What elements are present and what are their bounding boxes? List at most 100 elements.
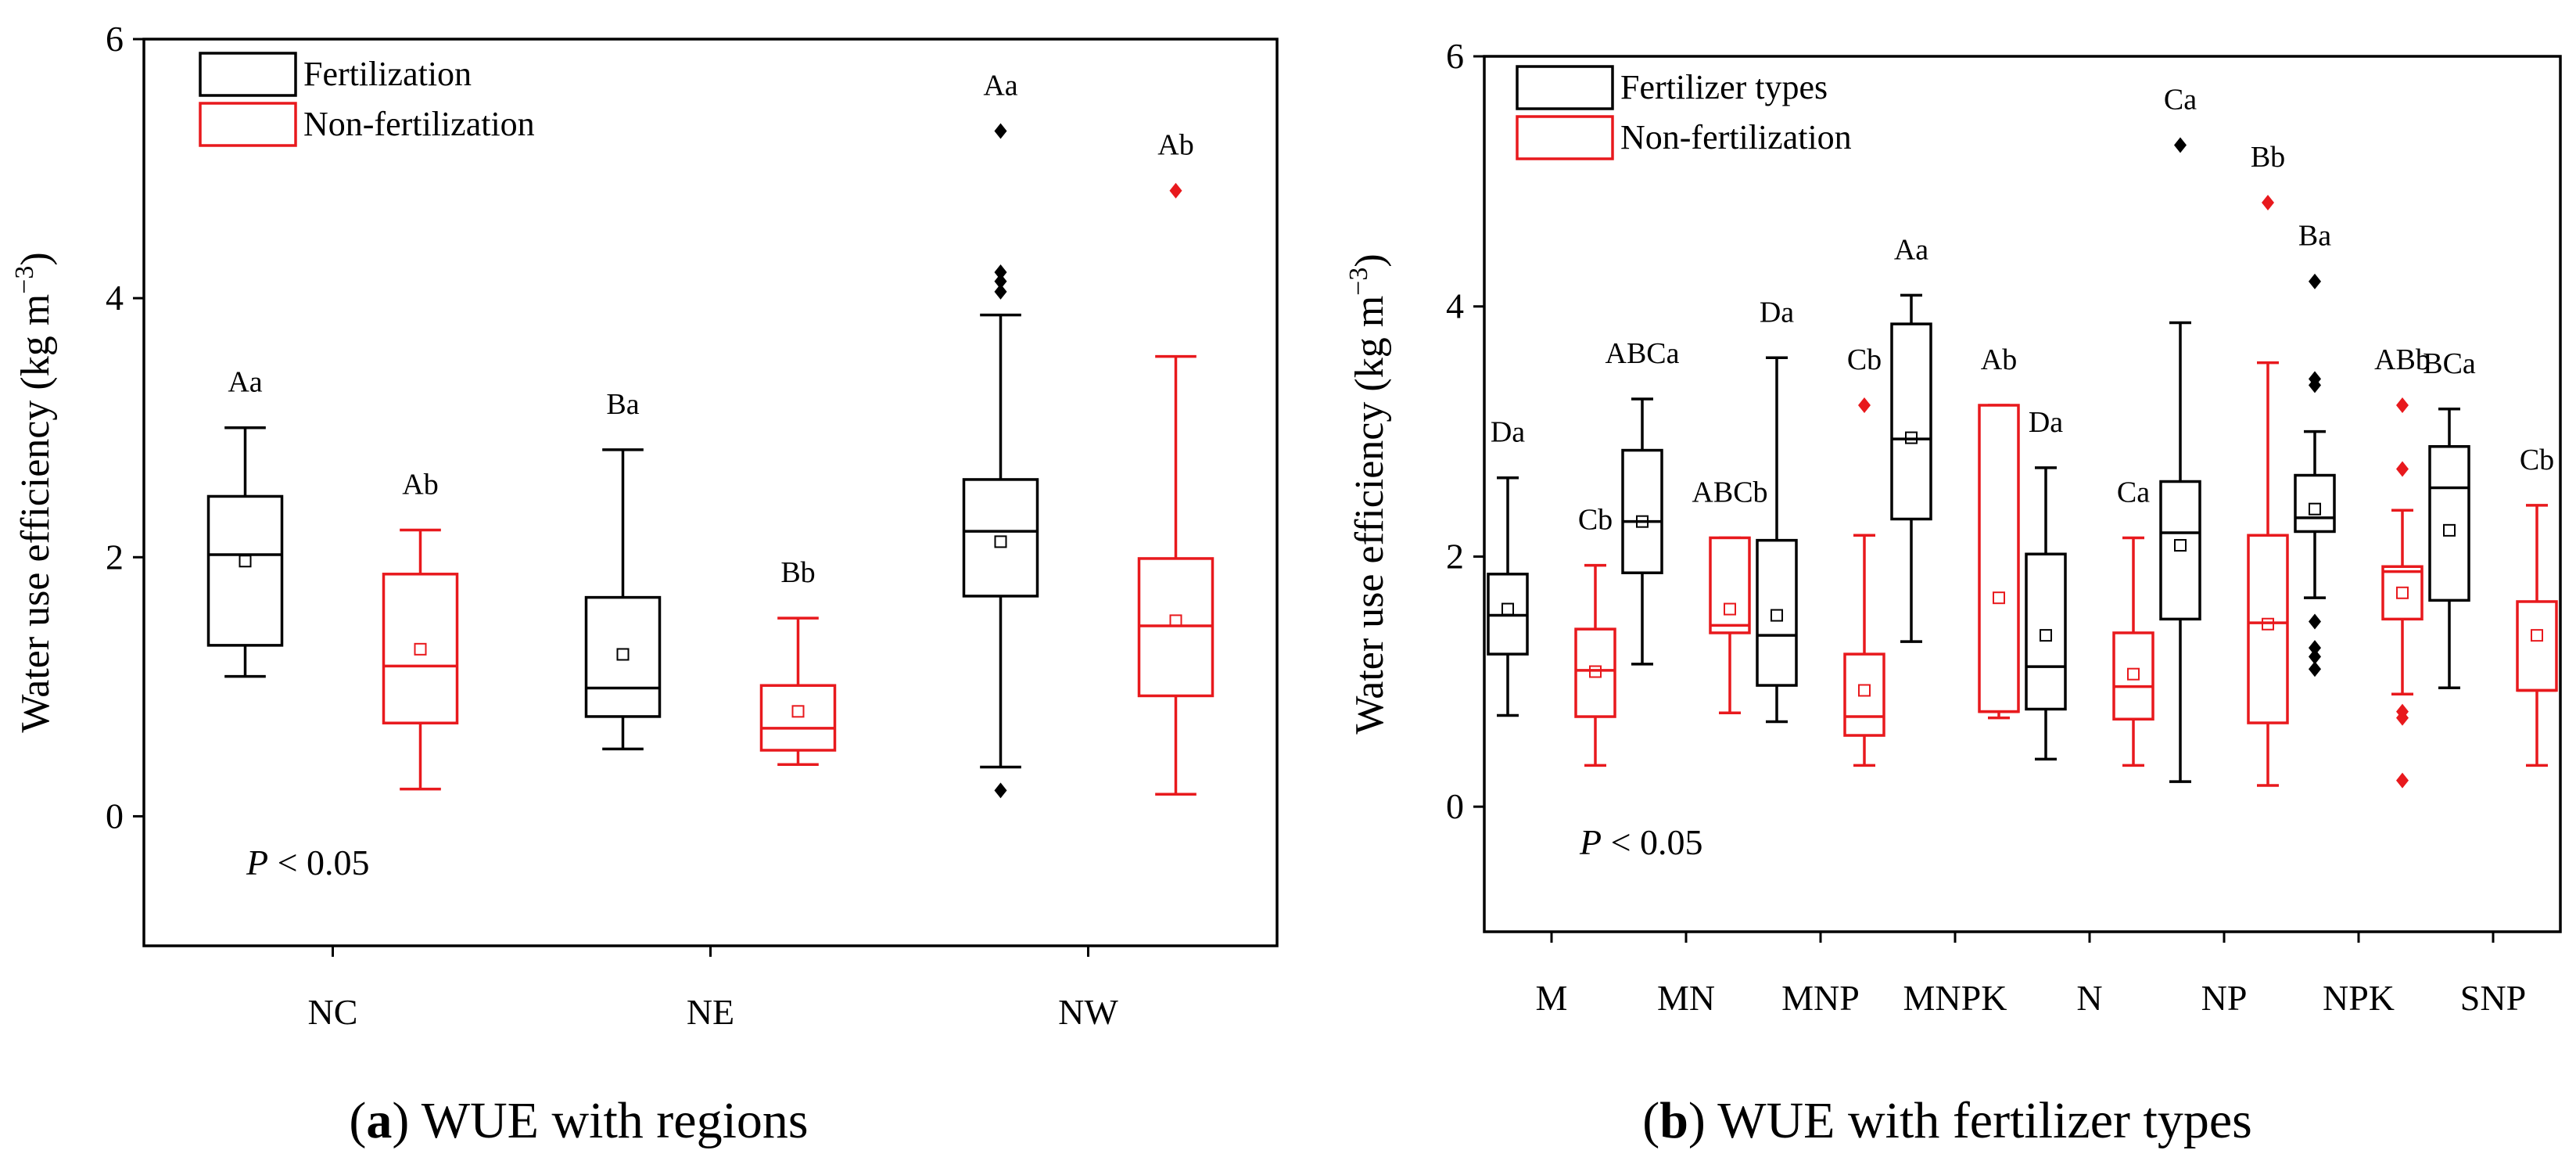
outlier-point bbox=[994, 123, 1007, 139]
x-tick-label-m: M bbox=[1536, 978, 1568, 1018]
mean-marker bbox=[2040, 629, 2052, 642]
mean-marker bbox=[2309, 502, 2321, 516]
box-iqr bbox=[2428, 445, 2470, 602]
p-value-symbol: P bbox=[246, 843, 268, 882]
box-iqr bbox=[2516, 600, 2558, 692]
box-iqr bbox=[382, 573, 459, 724]
legend-swatch bbox=[199, 52, 297, 97]
outlier-point bbox=[2309, 661, 2321, 677]
box-nonfert-npk: ABb bbox=[2374, 343, 2431, 789]
significance-label: Aa bbox=[228, 366, 262, 399]
outlier-point bbox=[1858, 397, 1871, 414]
y-axis-title-close: ) bbox=[13, 252, 58, 265]
box-nonfert-snp: Cb bbox=[2516, 444, 2558, 767]
significance-label: ABCb bbox=[1692, 476, 1767, 509]
box-iqr bbox=[1890, 322, 1932, 521]
significance-label: Bb bbox=[2251, 141, 2285, 174]
box-fert-nc: Aa bbox=[206, 366, 284, 678]
significance-label: Cb bbox=[1578, 504, 1613, 537]
y-axis-title-exponent: −3 bbox=[10, 266, 39, 294]
mean-marker bbox=[2127, 667, 2140, 681]
significance-label: ABCa bbox=[1606, 337, 1680, 370]
significance-label: Ca bbox=[2117, 476, 2150, 509]
significance-label: Ab bbox=[1981, 343, 2017, 376]
mean-marker bbox=[2262, 617, 2274, 631]
legend-swatch bbox=[199, 102, 297, 147]
panel-b-chart: 0 2 4 6 Water use efficiency (kg m−3) M MN MNP M… bbox=[1344, 36, 2562, 1018]
outlier-point bbox=[2262, 195, 2274, 211]
box-fert-mnp: Da bbox=[1756, 296, 1798, 724]
box-iqr bbox=[1709, 536, 1751, 634]
caption-b-letter: b bbox=[1659, 1092, 1688, 1149]
box-nonfert-mn: ABCb bbox=[1692, 476, 1768, 714]
mean-marker bbox=[1169, 614, 1182, 627]
box-nonfert-np: Bb bbox=[2247, 141, 2289, 787]
box-iqr bbox=[584, 595, 662, 718]
significance-label: Da bbox=[1760, 296, 1794, 329]
box-nonfert-mnp: Cb bbox=[1843, 343, 1885, 767]
mean-marker bbox=[414, 642, 427, 656]
y-tick-label: 2 bbox=[106, 537, 124, 577]
y-axis-title-exponent: −3 bbox=[1344, 268, 1373, 296]
legend-label: Fertilization bbox=[303, 55, 472, 93]
mean-marker bbox=[239, 555, 252, 568]
significance-label: Cb bbox=[1847, 343, 1882, 376]
legend-swatch bbox=[1516, 115, 1614, 160]
box-fert-m: Da bbox=[1487, 416, 1529, 717]
significance-label: Aa bbox=[1894, 233, 1928, 266]
outlier-point bbox=[2309, 371, 2321, 387]
x-tick-label-np: NP bbox=[2201, 978, 2248, 1018]
outlier-point bbox=[2396, 772, 2409, 789]
outlier-point bbox=[2309, 613, 2321, 630]
outlier-point bbox=[2309, 640, 2321, 656]
mean-marker bbox=[1858, 684, 1871, 697]
legend-swatch bbox=[1516, 65, 1614, 110]
significance-label: Ba bbox=[606, 388, 639, 421]
p-value-annotation: P < 0.05 bbox=[246, 843, 370, 882]
outlier-point bbox=[2396, 397, 2409, 414]
mean-marker bbox=[791, 705, 805, 718]
box-nonfert-nc: Ab bbox=[382, 469, 459, 791]
x-tick-label-ne: NE bbox=[687, 992, 734, 1032]
x-tick-label-mnpk: MNPK bbox=[1903, 978, 2007, 1018]
box-fert-snp: BCa bbox=[2423, 347, 2476, 690]
outlier-point bbox=[994, 273, 1007, 289]
significance-label: BCa bbox=[2423, 347, 2476, 380]
mean-marker bbox=[1724, 602, 1736, 616]
y-tick-label: 0 bbox=[1446, 786, 1464, 826]
x-tick-label-mnp: MNP bbox=[1781, 978, 1860, 1018]
panel-a-chart: 0 2 4 6 Water use efficiency (kg m−3) NC NE NW A… bbox=[10, 19, 1279, 1032]
box-iqr bbox=[2025, 552, 2067, 711]
caption-a-text: WUE with regions bbox=[421, 1092, 809, 1149]
caption-b-text: WUE with fertilizer types bbox=[1717, 1092, 2252, 1149]
box-iqr bbox=[1756, 538, 1798, 687]
mean-marker bbox=[1589, 665, 1602, 678]
box-fert-n: Da bbox=[2025, 406, 2067, 761]
box-fert-np: Ca bbox=[2159, 83, 2201, 783]
box-iqr bbox=[1621, 448, 1663, 574]
mean-marker bbox=[1771, 609, 1783, 622]
outlier-point bbox=[2396, 461, 2409, 477]
outlier-point bbox=[2174, 137, 2187, 153]
y-tick-label: 6 bbox=[106, 19, 124, 59]
mean-marker bbox=[616, 648, 630, 661]
y-axis-title: Water use efficiency (kg m−3) bbox=[1344, 253, 1392, 734]
outlier-point bbox=[994, 264, 1007, 281]
mean-marker bbox=[2531, 629, 2543, 642]
mean-marker bbox=[1636, 515, 1649, 528]
outlier-point bbox=[994, 283, 1007, 300]
box-fert-mnpk: Aa bbox=[1890, 233, 1932, 643]
box-iqr bbox=[206, 494, 284, 647]
outlier-point bbox=[2309, 649, 2321, 665]
significance-label: Ca bbox=[2164, 83, 2197, 116]
x-tick-label-nw: NW bbox=[1058, 992, 1118, 1032]
caption-a-letter: a bbox=[366, 1092, 393, 1149]
x-tick-label-snp: SNP bbox=[2460, 978, 2526, 1018]
x-tick-label-nc: NC bbox=[308, 992, 358, 1032]
box-nonfert-n: Ca bbox=[2112, 476, 2154, 767]
box-nonfert-nw: Ab bbox=[1137, 129, 1214, 796]
y-tick-label: 0 bbox=[106, 796, 124, 836]
plot-frame bbox=[142, 38, 1279, 947]
box-iqr bbox=[1978, 404, 2020, 713]
